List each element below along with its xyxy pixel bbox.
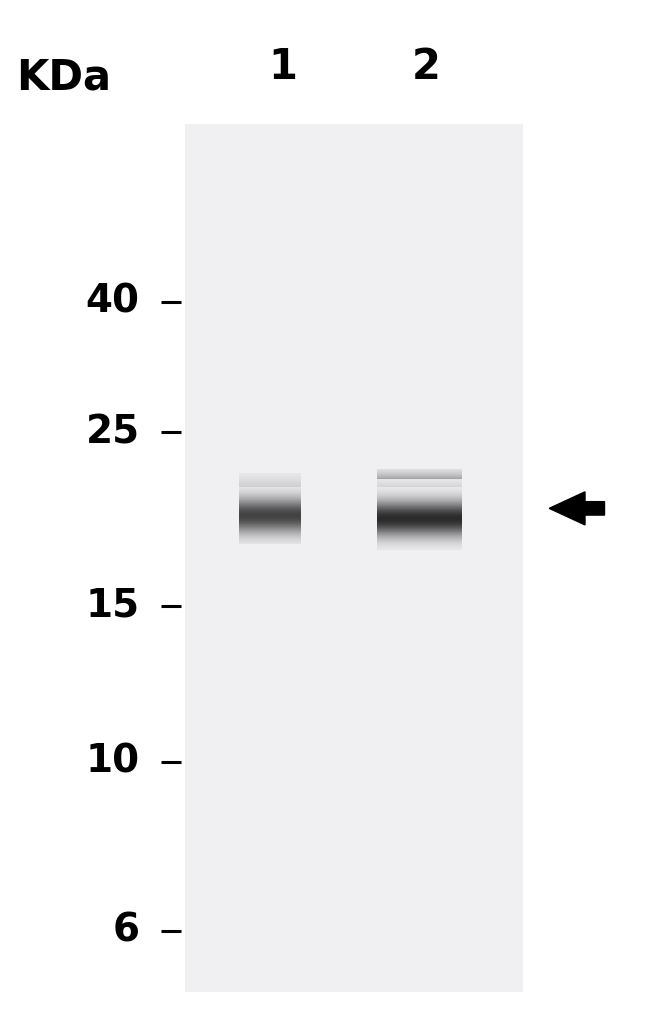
Text: 10: 10 [86,743,140,781]
FancyArrow shape [549,492,604,525]
Text: 25: 25 [86,413,140,451]
Text: 1: 1 [268,46,297,88]
Text: 40: 40 [86,283,140,321]
Text: 2: 2 [411,46,440,88]
Text: KDa: KDa [16,57,111,98]
Bar [185,124,523,992]
Text: 6: 6 [112,912,140,950]
Text: 15: 15 [86,587,140,625]
